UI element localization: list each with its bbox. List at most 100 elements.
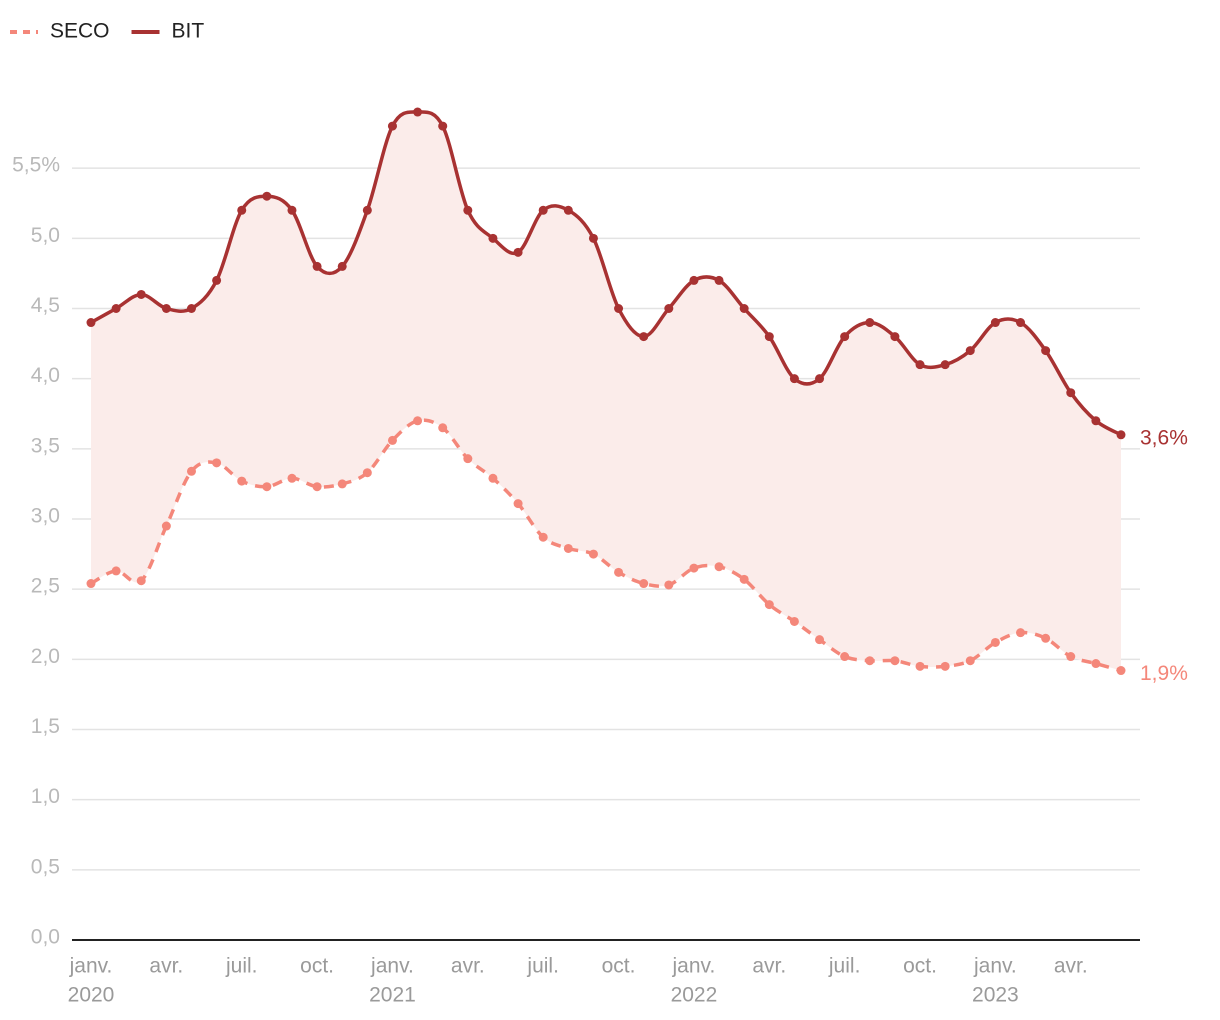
value-label: 3,6% <box>1140 426 1188 449</box>
data-point <box>111 304 121 313</box>
x-year-label: 2022 <box>671 984 718 1007</box>
data-point <box>865 318 875 328</box>
data-point <box>312 482 322 492</box>
data-point <box>940 661 950 671</box>
data-point <box>588 233 598 243</box>
data-point <box>538 532 548 542</box>
data-point <box>413 107 423 117</box>
data-point <box>1016 318 1026 328</box>
x-year-label: 2021 <box>369 984 416 1007</box>
data-point <box>186 466 196 476</box>
data-point <box>639 332 649 342</box>
y-tick-label: 3,0 <box>31 505 60 528</box>
data-point <box>840 332 850 342</box>
data-point <box>940 360 950 370</box>
data-point <box>588 549 598 559</box>
data-point <box>212 275 222 285</box>
data-point <box>965 346 975 356</box>
data-point <box>789 616 799 626</box>
data-point <box>1016 628 1026 638</box>
data-point <box>764 600 774 610</box>
data-point <box>212 458 222 468</box>
data-point <box>714 275 724 285</box>
legend-label: BIT <box>172 20 205 43</box>
data-point <box>362 205 372 215</box>
data-point <box>739 304 749 313</box>
y-tick-label: 1,5 <box>31 715 60 738</box>
data-point <box>840 652 850 662</box>
data-point <box>111 566 121 576</box>
value-label: 1,9% <box>1140 662 1188 685</box>
data-point <box>915 661 925 671</box>
data-point <box>890 656 900 666</box>
data-point <box>337 261 347 271</box>
y-tick-label: 2,0 <box>31 645 60 668</box>
shaded-band <box>91 111 1121 671</box>
y-tick-label: 0,5 <box>31 855 60 878</box>
data-point <box>563 205 573 215</box>
y-tick-label: 1,0 <box>31 785 60 808</box>
x-tick-label: oct. <box>903 955 937 978</box>
data-point <box>664 304 674 313</box>
data-point <box>1091 416 1101 426</box>
data-point <box>413 416 423 426</box>
data-point <box>1066 652 1076 662</box>
data-point <box>463 454 473 464</box>
y-tick-label: 3,5 <box>31 434 60 457</box>
data-point <box>789 374 799 384</box>
y-tick-label: 5,0 <box>31 224 60 247</box>
data-point <box>237 205 247 215</box>
data-point <box>513 499 523 509</box>
data-point <box>1066 388 1076 398</box>
data-point <box>965 656 975 666</box>
data-point <box>664 580 674 590</box>
data-point <box>513 247 523 257</box>
legend-label: SECO <box>50 20 110 43</box>
data-point <box>463 205 473 215</box>
data-point <box>990 318 1000 328</box>
y-tick-label: 0,0 <box>31 926 60 949</box>
data-point <box>136 576 146 586</box>
data-point <box>764 332 774 342</box>
x-tick-label: oct. <box>602 955 636 978</box>
data-point <box>287 473 297 483</box>
data-point <box>262 482 272 492</box>
x-year-label: 2023 <box>972 984 1019 1007</box>
data-point <box>86 579 96 589</box>
data-point <box>287 205 297 215</box>
data-point <box>262 191 272 201</box>
x-tick-label: avr. <box>451 955 485 978</box>
data-point <box>1116 666 1126 676</box>
data-point <box>639 579 649 589</box>
data-point <box>614 567 624 577</box>
data-point <box>714 562 724 572</box>
data-point <box>488 233 498 243</box>
x-tick-label: avr. <box>149 955 183 978</box>
data-point <box>161 521 171 531</box>
data-point <box>362 468 372 478</box>
x-tick-label: janv. <box>69 955 113 978</box>
data-point <box>237 476 247 486</box>
data-point <box>815 635 825 645</box>
x-tick-label: juil. <box>526 955 559 978</box>
y-tick-label: 4,0 <box>31 364 60 387</box>
data-point <box>136 289 146 299</box>
data-point <box>890 332 900 342</box>
data-point <box>865 656 875 666</box>
data-point <box>915 360 925 370</box>
data-point <box>1091 659 1101 669</box>
data-point <box>614 304 624 313</box>
data-point <box>1116 430 1126 440</box>
y-tick-label: 5,5% <box>12 154 60 177</box>
x-tick-label: janv. <box>672 955 716 978</box>
x-tick-label: juil. <box>828 955 861 978</box>
x-tick-label: oct. <box>300 955 334 978</box>
data-point <box>438 423 448 433</box>
x-tick-label: avr. <box>1054 955 1088 978</box>
x-tick-label: avr. <box>752 955 786 978</box>
x-year-label: 2020 <box>68 984 115 1007</box>
data-point <box>538 205 548 215</box>
y-tick-label: 4,5 <box>31 294 60 317</box>
data-point <box>488 473 498 483</box>
